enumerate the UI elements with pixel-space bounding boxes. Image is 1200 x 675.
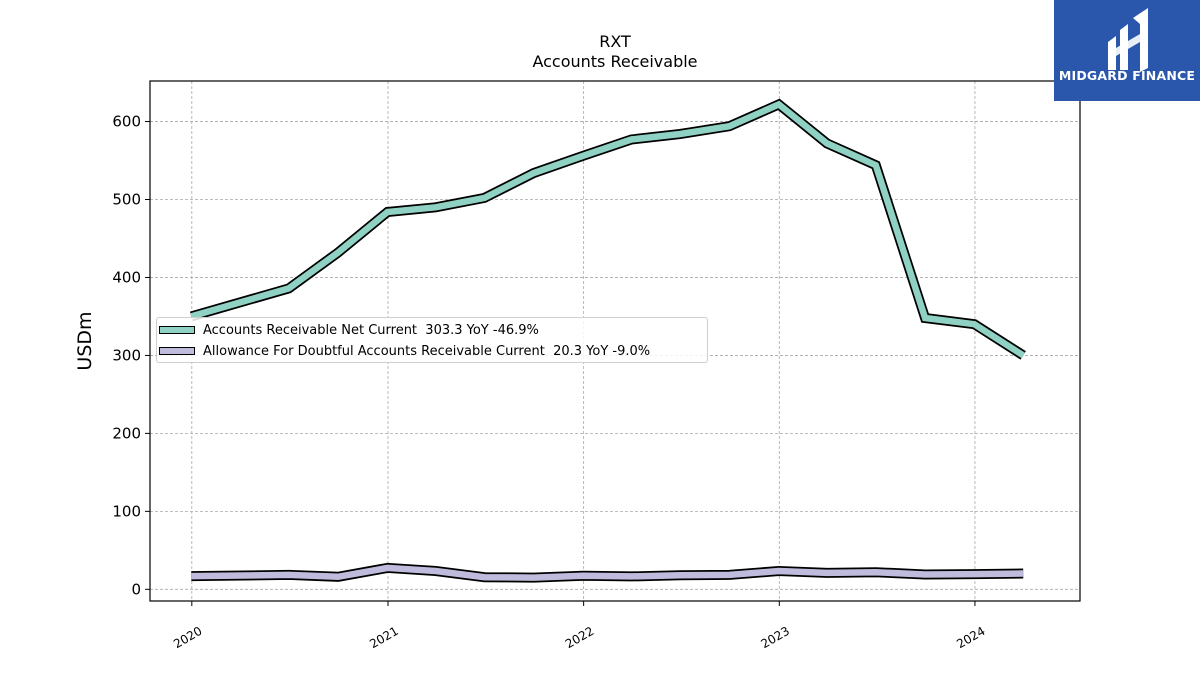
y-axis-label: USDm xyxy=(74,311,96,370)
legend-item-allowance: Allowance For Doubtful Accounts Receivab… xyxy=(159,341,650,361)
y-tick-label: 100 xyxy=(112,502,141,520)
chart-subtitle: Accounts Receivable xyxy=(532,52,698,71)
y-tick-label: 300 xyxy=(112,346,141,364)
y-tick-label: 200 xyxy=(112,424,141,442)
legend-label-net-current: Accounts Receivable Net Current 303.3 Yo… xyxy=(203,322,539,338)
plot-frame xyxy=(149,80,1081,602)
logo-text: MIDGARD FINANCE xyxy=(1058,68,1196,83)
logo-mark-icon xyxy=(1108,8,1148,72)
x-tick-label: 2021 xyxy=(367,624,400,651)
series-line-1 xyxy=(191,564,1024,581)
legend-label-allowance: Allowance For Doubtful Accounts Receivab… xyxy=(203,343,651,359)
x-tick-label: 2020 xyxy=(171,624,204,651)
grid-lines xyxy=(150,81,1080,601)
y-tick-label: 500 xyxy=(112,191,141,209)
series-line-0 xyxy=(190,100,1025,359)
legend-item-net-current: Accounts Receivable Net Current 303.3 Yo… xyxy=(159,320,539,340)
y-tick-label: 600 xyxy=(112,113,141,131)
legend-swatch-net-current xyxy=(159,326,195,334)
series-layer xyxy=(189,98,1026,583)
legend: Accounts Receivable Net Current 303.3 Yo… xyxy=(156,317,708,363)
chart-title: RXT xyxy=(599,32,631,51)
legend-swatch-allowance xyxy=(159,347,195,355)
x-tick-label: 2024 xyxy=(954,624,987,651)
y-tick-label: 400 xyxy=(112,268,141,286)
x-tick-label: 2023 xyxy=(759,624,792,651)
midgard-finance-logo: MIDGARD FINANCE xyxy=(1054,0,1200,101)
y-tick-label: 0 xyxy=(131,580,141,598)
x-tick-label: 2022 xyxy=(563,624,596,651)
